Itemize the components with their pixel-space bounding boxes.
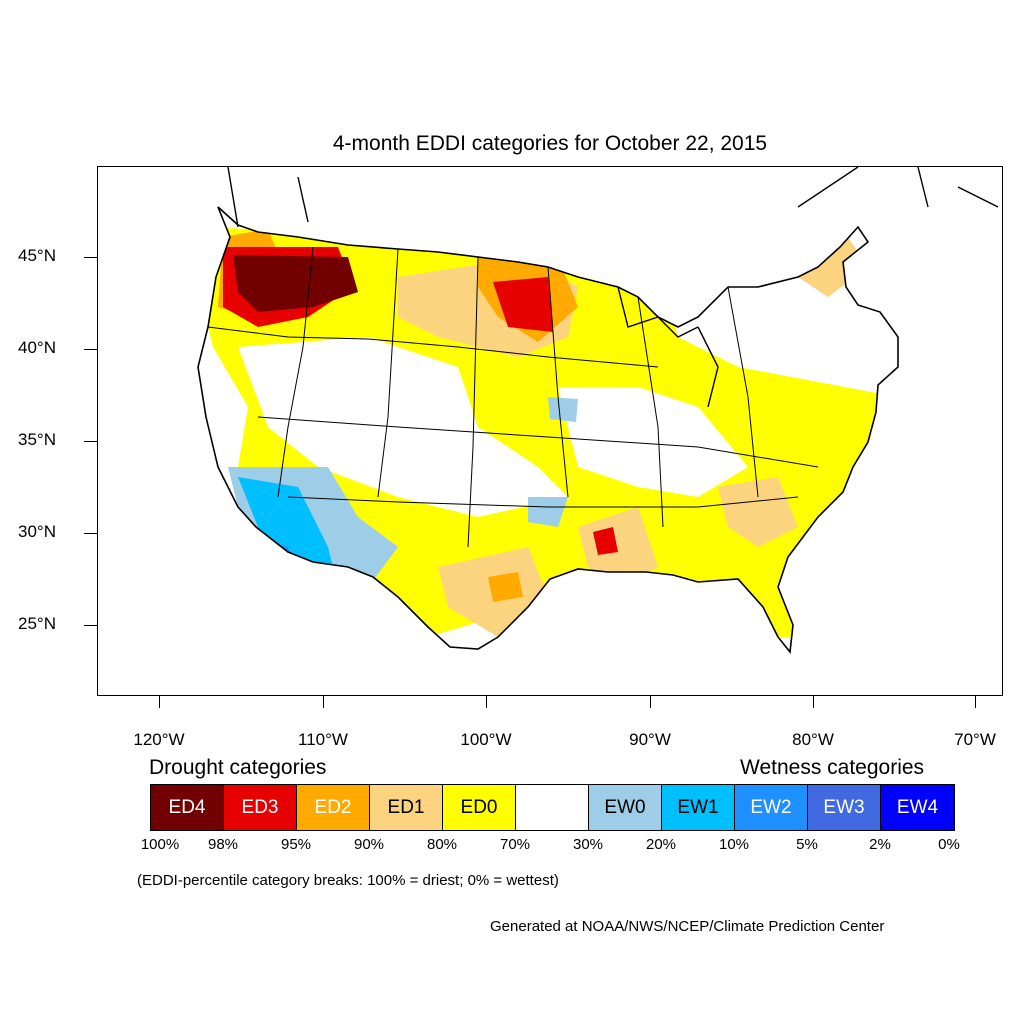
lat-label-45: 45°N — [18, 246, 56, 265]
lon-label-120: 120°W — [133, 730, 185, 749]
lon-tick-100 — [486, 696, 487, 708]
percentile-label: 80% — [426, 836, 458, 853]
lat-tick-45 — [84, 257, 97, 258]
percentile-label: 100% — [140, 836, 180, 853]
wetness-categories-heading: Wetness categories — [740, 756, 925, 779]
percentile-label: 5% — [796, 836, 818, 853]
lon-tick-80 — [813, 696, 814, 708]
lat-tick-30 — [84, 533, 97, 534]
drought-fill-layer — [198, 207, 898, 652]
lon-label-90: 90°W — [629, 730, 671, 749]
legend-box-neutral — [516, 785, 589, 830]
legend-box-ed4: ED4 — [151, 785, 224, 830]
lon-label-100: 100°W — [460, 730, 512, 749]
lat-label-40: 40°N — [18, 338, 56, 357]
credit-line: Generated at NOAA/NWS/NCEP/Climate Predi… — [490, 918, 885, 935]
lon-label-110: 110°W — [298, 730, 348, 749]
map-title: 4-month EDDI categories for October 22, … — [332, 132, 768, 155]
legend-box-ew3: EW3 — [808, 785, 881, 830]
percentile-label: 98% — [207, 836, 239, 853]
percentile-label: 90% — [353, 836, 385, 853]
legend-box-ew4: EW4 — [881, 785, 954, 830]
lon-label-70: 70°W — [954, 730, 996, 749]
lat-label-30: 30°N — [18, 522, 56, 541]
percentile-label: 0% — [938, 836, 960, 853]
eddi-map — [197, 167, 999, 655]
drought-categories-heading: Drought categories — [149, 756, 327, 779]
percentile-label: 70% — [499, 836, 531, 853]
lat-label-25: 25°N — [18, 614, 56, 633]
lon-tick-110 — [323, 696, 324, 708]
lon-tick-90 — [650, 696, 651, 708]
legend-box-ed2: ED2 — [297, 785, 370, 830]
percentile-label: 10% — [718, 836, 750, 853]
legend-box-ed3: ED3 — [224, 785, 297, 830]
legend-box-ew0: EW0 — [589, 785, 662, 830]
percentile-label: 30% — [572, 836, 604, 853]
lat-label-35: 35°N — [18, 430, 56, 449]
lon-tick-120 — [159, 696, 160, 708]
lon-tick-70 — [975, 696, 976, 708]
percentile-label: 20% — [645, 836, 677, 853]
category-legend: ED4 ED3 ED2 ED1 ED0 EW0 EW1 EW2 EW3 EW4 — [150, 784, 955, 831]
lat-tick-25 — [84, 625, 97, 626]
legend-box-ed1: ED1 — [370, 785, 443, 830]
legend-box-ew1: EW1 — [662, 785, 735, 830]
lat-tick-35 — [84, 441, 97, 442]
percentile-label: 2% — [869, 836, 891, 853]
borders-layer — [197, 167, 999, 655]
lon-label-80: 80°W — [792, 730, 834, 749]
map-panel — [97, 166, 1003, 696]
legend-box-ed0: ED0 — [443, 785, 516, 830]
legend-box-ew2: EW2 — [735, 785, 808, 830]
lat-tick-40 — [84, 349, 97, 350]
category-note: (EDDI-percentile category breaks: 100% =… — [137, 872, 559, 889]
percentile-label: 95% — [280, 836, 312, 853]
